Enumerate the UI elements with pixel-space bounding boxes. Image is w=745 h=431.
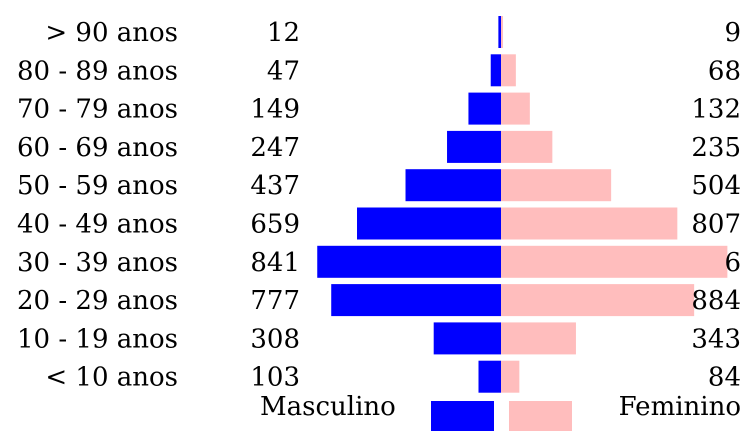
value-label-masculino: 308 bbox=[250, 324, 300, 354]
bar-feminino bbox=[501, 361, 519, 393]
row-1: 80 - 89 anos 47 68 bbox=[17, 54, 741, 86]
value-label-masculino: 659 bbox=[250, 210, 300, 240]
legend-swatch-masculino bbox=[431, 401, 494, 431]
bar-masculino bbox=[317, 246, 501, 278]
value-label-masculino: 437 bbox=[250, 171, 300, 201]
category-label: 70 - 79 anos bbox=[17, 95, 178, 125]
chart-rows: > 90 anos 12 9 80 - 89 anos 47 68 70 - 79 anos… bbox=[17, 16, 741, 393]
bar-masculino bbox=[331, 284, 501, 316]
category-label: 80 - 89 anos bbox=[17, 56, 178, 86]
bar-feminino bbox=[501, 54, 516, 86]
bar-masculino bbox=[357, 208, 501, 240]
category-label: 60 - 69 anos bbox=[17, 133, 178, 163]
category-label: 10 - 19 anos bbox=[17, 324, 178, 354]
value-label-masculino: 103 bbox=[250, 363, 300, 393]
value-label-masculino: 149 bbox=[250, 95, 300, 125]
row-6: 30 - 39 anos 841 6 bbox=[17, 246, 741, 278]
category-label: 20 - 29 anos bbox=[17, 286, 178, 316]
row-8: 10 - 19 anos 308 343 bbox=[17, 322, 741, 354]
bar-masculino bbox=[491, 54, 501, 86]
legend-label-feminino: Feminino bbox=[619, 392, 741, 422]
legend-label-masculino: Masculino bbox=[260, 392, 396, 422]
bar-feminino bbox=[501, 169, 611, 201]
legend: Masculino Feminino bbox=[260, 392, 741, 431]
value-label-masculino: 247 bbox=[250, 133, 300, 163]
value-label-masculino: 777 bbox=[250, 286, 300, 316]
bar-feminino bbox=[501, 284, 694, 316]
bar-feminino bbox=[501, 208, 677, 240]
category-label: < 10 anos bbox=[45, 363, 178, 393]
category-label: 50 - 59 anos bbox=[17, 171, 178, 201]
bar-masculino bbox=[447, 131, 501, 163]
row-3: 60 - 69 anos 247 235 bbox=[17, 131, 741, 163]
bar-masculino bbox=[468, 93, 501, 125]
value-label-feminino: 343 bbox=[691, 324, 741, 354]
bar-masculino bbox=[478, 361, 501, 393]
category-label: > 90 anos bbox=[45, 18, 178, 48]
value-label-masculino: 12 bbox=[267, 18, 300, 48]
bar-feminino bbox=[501, 16, 503, 48]
legend-swatch-feminino bbox=[509, 401, 572, 431]
bar-feminino bbox=[501, 131, 552, 163]
bar-feminino bbox=[501, 246, 727, 278]
row-4: 50 - 59 anos 437 504 bbox=[17, 169, 741, 201]
value-label-feminino: 6 bbox=[724, 248, 741, 278]
bar-feminino bbox=[501, 93, 530, 125]
row-2: 70 - 79 anos 149 132 bbox=[17, 93, 741, 125]
bar-masculino bbox=[406, 169, 501, 201]
row-9: < 10 anos 103 84 bbox=[45, 361, 741, 393]
value-label-feminino: 68 bbox=[708, 56, 741, 86]
value-label-masculino: 841 bbox=[250, 248, 300, 278]
row-7: 20 - 29 anos 777 884 bbox=[17, 284, 741, 316]
category-label: 40 - 49 anos bbox=[17, 210, 178, 240]
value-label-feminino: 84 bbox=[708, 363, 741, 393]
bar-masculino bbox=[498, 16, 501, 48]
category-label: 30 - 39 anos bbox=[17, 248, 178, 278]
value-label-feminino: 132 bbox=[691, 95, 741, 125]
value-label-masculino: 47 bbox=[267, 56, 300, 86]
row-5: 40 - 49 anos 659 807 bbox=[17, 208, 741, 240]
value-label-feminino: 807 bbox=[691, 210, 741, 240]
bar-feminino bbox=[501, 322, 576, 354]
value-label-feminino: 504 bbox=[691, 171, 741, 201]
value-label-feminino: 9 bbox=[724, 18, 741, 48]
row-0: > 90 anos 12 9 bbox=[45, 16, 741, 48]
bar-masculino bbox=[434, 322, 501, 354]
value-label-feminino: 884 bbox=[691, 286, 741, 316]
value-label-feminino: 235 bbox=[691, 133, 741, 163]
